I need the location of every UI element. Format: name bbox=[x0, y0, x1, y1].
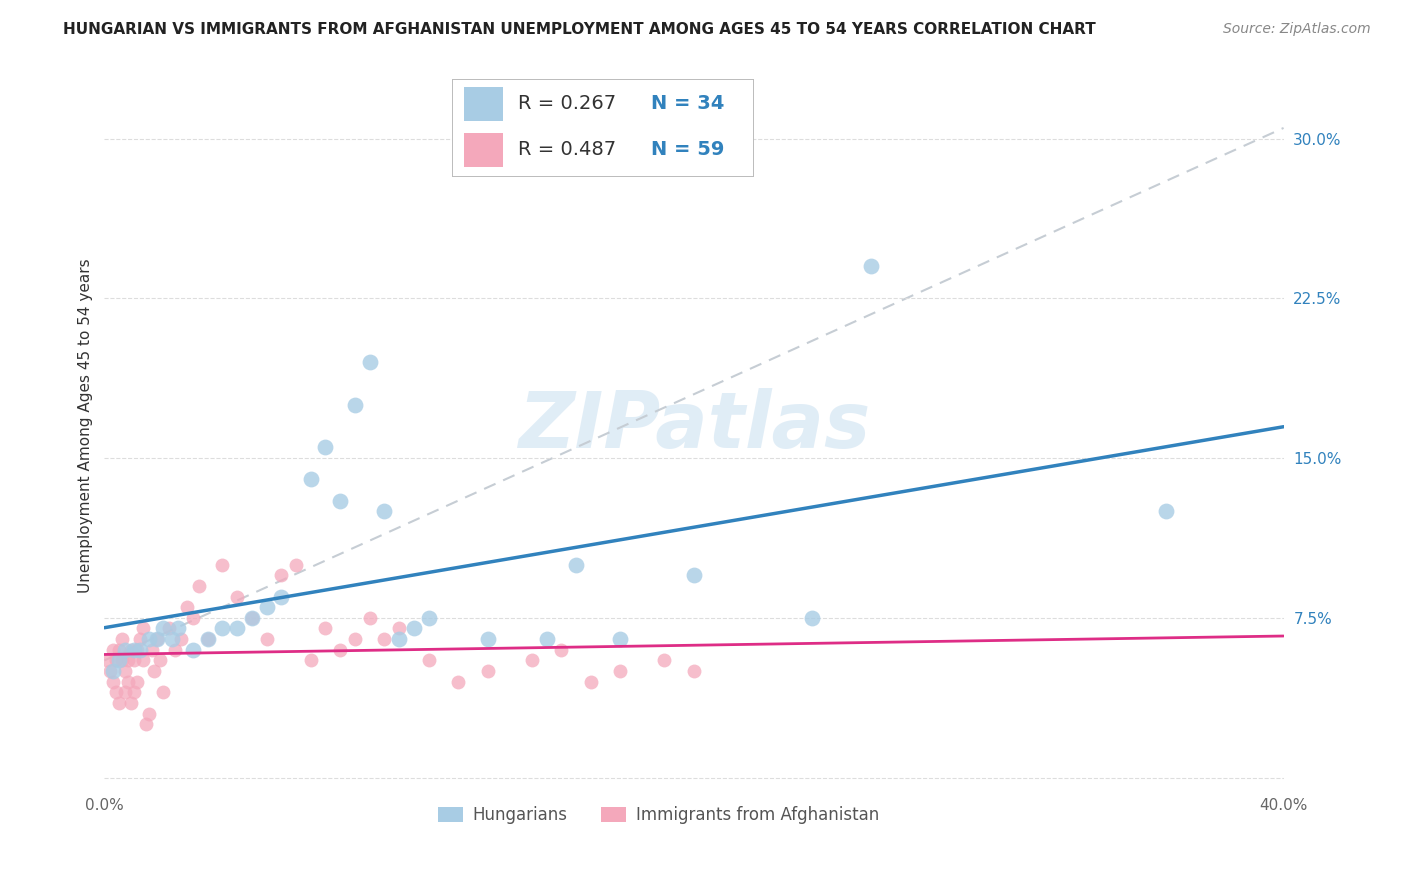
Point bbox=[270, 590, 292, 604]
Point bbox=[373, 632, 395, 646]
Point bbox=[226, 590, 249, 604]
Point bbox=[114, 664, 136, 678]
Point bbox=[536, 632, 558, 646]
Point bbox=[270, 568, 292, 582]
Point bbox=[654, 653, 676, 667]
Point bbox=[111, 653, 134, 667]
Point bbox=[111, 632, 134, 646]
Point bbox=[299, 472, 322, 486]
Point bbox=[683, 568, 706, 582]
Point bbox=[329, 642, 352, 657]
Point bbox=[329, 493, 352, 508]
Text: HUNGARIAN VS IMMIGRANTS FROM AFGHANISTAN UNEMPLOYMENT AMONG AGES 45 TO 54 YEARS : HUNGARIAN VS IMMIGRANTS FROM AFGHANISTAN… bbox=[63, 22, 1097, 37]
Point bbox=[108, 642, 131, 657]
Point bbox=[152, 685, 174, 699]
Y-axis label: Unemployment Among Ages 45 to 54 years: Unemployment Among Ages 45 to 54 years bbox=[79, 259, 93, 593]
Point bbox=[160, 632, 183, 646]
Point bbox=[388, 632, 411, 646]
Point bbox=[146, 632, 169, 646]
Point bbox=[447, 674, 470, 689]
Point bbox=[211, 558, 233, 572]
Point bbox=[146, 632, 169, 646]
Point bbox=[135, 717, 157, 731]
Point bbox=[138, 632, 160, 646]
Point bbox=[314, 622, 336, 636]
Point bbox=[187, 579, 209, 593]
Legend: Hungarians, Immigrants from Afghanistan: Hungarians, Immigrants from Afghanistan bbox=[432, 799, 886, 830]
Point bbox=[373, 504, 395, 518]
Point bbox=[609, 632, 631, 646]
Point bbox=[125, 674, 148, 689]
Point bbox=[609, 664, 631, 678]
Point bbox=[117, 674, 139, 689]
Point bbox=[565, 558, 588, 572]
Point bbox=[683, 664, 706, 678]
Point bbox=[520, 653, 543, 667]
Point bbox=[114, 642, 136, 657]
Point bbox=[141, 642, 163, 657]
Point bbox=[105, 685, 128, 699]
Point bbox=[181, 642, 204, 657]
Point bbox=[103, 664, 125, 678]
Point bbox=[128, 632, 150, 646]
Point bbox=[550, 642, 572, 657]
Point bbox=[114, 685, 136, 699]
Point bbox=[138, 706, 160, 721]
Point bbox=[343, 632, 366, 646]
Point bbox=[477, 664, 499, 678]
Point bbox=[98, 664, 121, 678]
Point bbox=[343, 398, 366, 412]
Point bbox=[157, 622, 180, 636]
Point bbox=[299, 653, 322, 667]
Point bbox=[226, 622, 249, 636]
Point bbox=[122, 642, 145, 657]
Point bbox=[314, 441, 336, 455]
Point bbox=[143, 664, 166, 678]
Point bbox=[170, 632, 193, 646]
Point bbox=[359, 611, 381, 625]
Point bbox=[120, 696, 142, 710]
Point bbox=[103, 674, 125, 689]
Point bbox=[197, 632, 219, 646]
Point bbox=[108, 653, 131, 667]
Point bbox=[167, 622, 190, 636]
Point bbox=[165, 642, 187, 657]
Text: ZIPatlas: ZIPatlas bbox=[517, 388, 870, 464]
Point bbox=[149, 653, 172, 667]
Point bbox=[131, 653, 153, 667]
Point bbox=[128, 642, 150, 657]
Point bbox=[256, 632, 278, 646]
Point bbox=[285, 558, 308, 572]
Point bbox=[120, 642, 142, 657]
Point bbox=[181, 611, 204, 625]
Point bbox=[477, 632, 499, 646]
Point bbox=[240, 611, 263, 625]
Point bbox=[122, 653, 145, 667]
Point bbox=[859, 260, 882, 274]
Point bbox=[418, 653, 440, 667]
Point bbox=[105, 653, 128, 667]
Point bbox=[122, 685, 145, 699]
Point bbox=[96, 653, 118, 667]
Point bbox=[152, 622, 174, 636]
Point bbox=[402, 622, 425, 636]
Text: Source: ZipAtlas.com: Source: ZipAtlas.com bbox=[1223, 22, 1371, 37]
Point bbox=[197, 632, 219, 646]
Point bbox=[256, 600, 278, 615]
Point bbox=[579, 674, 602, 689]
Point bbox=[240, 611, 263, 625]
Point bbox=[176, 600, 198, 615]
Point bbox=[388, 622, 411, 636]
Point bbox=[800, 611, 823, 625]
Point bbox=[125, 642, 148, 657]
Point bbox=[418, 611, 440, 625]
Point bbox=[108, 696, 131, 710]
Point bbox=[211, 622, 233, 636]
Point bbox=[117, 653, 139, 667]
Point bbox=[359, 355, 381, 369]
Point bbox=[103, 642, 125, 657]
Point bbox=[131, 622, 153, 636]
Point bbox=[1154, 504, 1177, 518]
